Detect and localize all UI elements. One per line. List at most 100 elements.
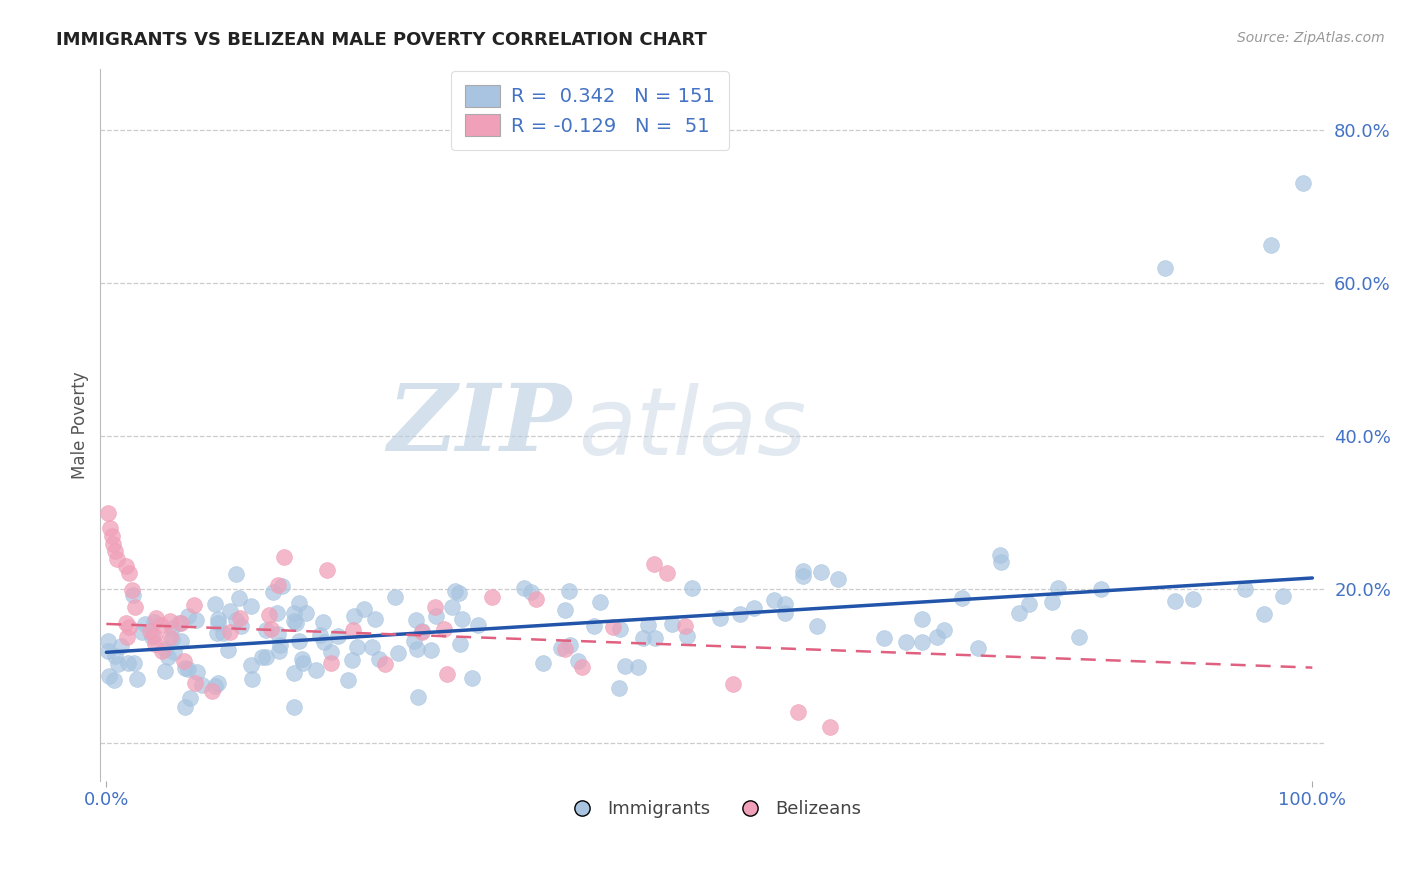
Point [531,656,554,670]
Point [571,660,593,674]
Point [681,581,703,595]
Point [661,617,683,632]
Point [607,681,630,696]
Text: atlas: atlas [578,383,806,474]
Point [207,626,229,640]
Point [273,549,295,564]
Point [266,606,288,620]
Point [406,642,429,657]
Point [229,619,252,633]
Point [411,625,433,640]
Point [1163,593,1185,607]
Legend: Immigrants, Belizeans: Immigrants, Belizeans [557,793,869,825]
Point [170,633,193,648]
Point [384,590,406,604]
Point [742,600,765,615]
Point [440,599,463,614]
Point [387,646,409,660]
Point [292,656,315,670]
Point [159,614,181,628]
Point [183,598,205,612]
Point [169,616,191,631]
Y-axis label: Male Poverty: Male Poverty [72,371,89,479]
Point [217,643,239,657]
Point [406,690,429,704]
Point [644,631,666,645]
Point [179,690,201,705]
Point [104,544,127,558]
Point [673,619,696,633]
Point [295,606,318,620]
Point [614,658,637,673]
Point [105,551,128,566]
Point [792,568,814,582]
Point [423,600,446,615]
Point [447,585,470,599]
Point [346,640,368,654]
Point [143,637,166,651]
Point [269,638,291,652]
Point [145,610,167,624]
Point [773,606,796,620]
Point [627,659,650,673]
Point [633,631,655,645]
Point [609,622,631,636]
Point [557,583,579,598]
Point [141,630,163,644]
Point [340,652,363,666]
Point [311,615,333,629]
Point [818,720,841,734]
Point [97,506,120,520]
Point [153,664,176,678]
Point [950,591,973,605]
Point [211,625,233,640]
Point [173,654,195,668]
Point [201,684,224,698]
Point [177,662,200,676]
Point [97,633,120,648]
Point [254,623,277,637]
Point [520,585,543,599]
Point [125,672,148,686]
Point [269,643,291,657]
Point [115,615,138,630]
Point [1253,607,1275,622]
Point [676,629,699,643]
Point [142,629,165,643]
Point [894,635,917,649]
Point [449,637,471,651]
Point [288,634,311,648]
Point [177,609,200,624]
Point [240,672,263,686]
Point [558,638,581,652]
Point [433,622,456,636]
Point [342,624,364,638]
Point [1067,630,1090,644]
Point [239,657,262,672]
Point [337,673,360,688]
Point [124,600,146,615]
Point [225,566,247,581]
Point [270,579,292,593]
Point [267,626,290,640]
Point [602,620,624,634]
Point [967,641,990,656]
Point [420,642,443,657]
Point [150,643,173,657]
Point [328,629,350,643]
Point [218,604,240,618]
Point [98,521,121,535]
Point [184,614,207,628]
Point [554,603,576,617]
Point [643,558,665,572]
Point [283,700,305,714]
Point [589,594,612,608]
Point [405,613,427,627]
Point [134,616,156,631]
Point [655,566,678,580]
Text: IMMIGRANTS VS BELIZEAN MALE POVERTY CORRELATION CHART: IMMIGRANTS VS BELIZEAN MALE POVERTY CORR… [56,31,707,49]
Point [228,591,250,605]
Point [131,625,153,640]
Point [932,624,955,638]
Point [550,640,572,655]
